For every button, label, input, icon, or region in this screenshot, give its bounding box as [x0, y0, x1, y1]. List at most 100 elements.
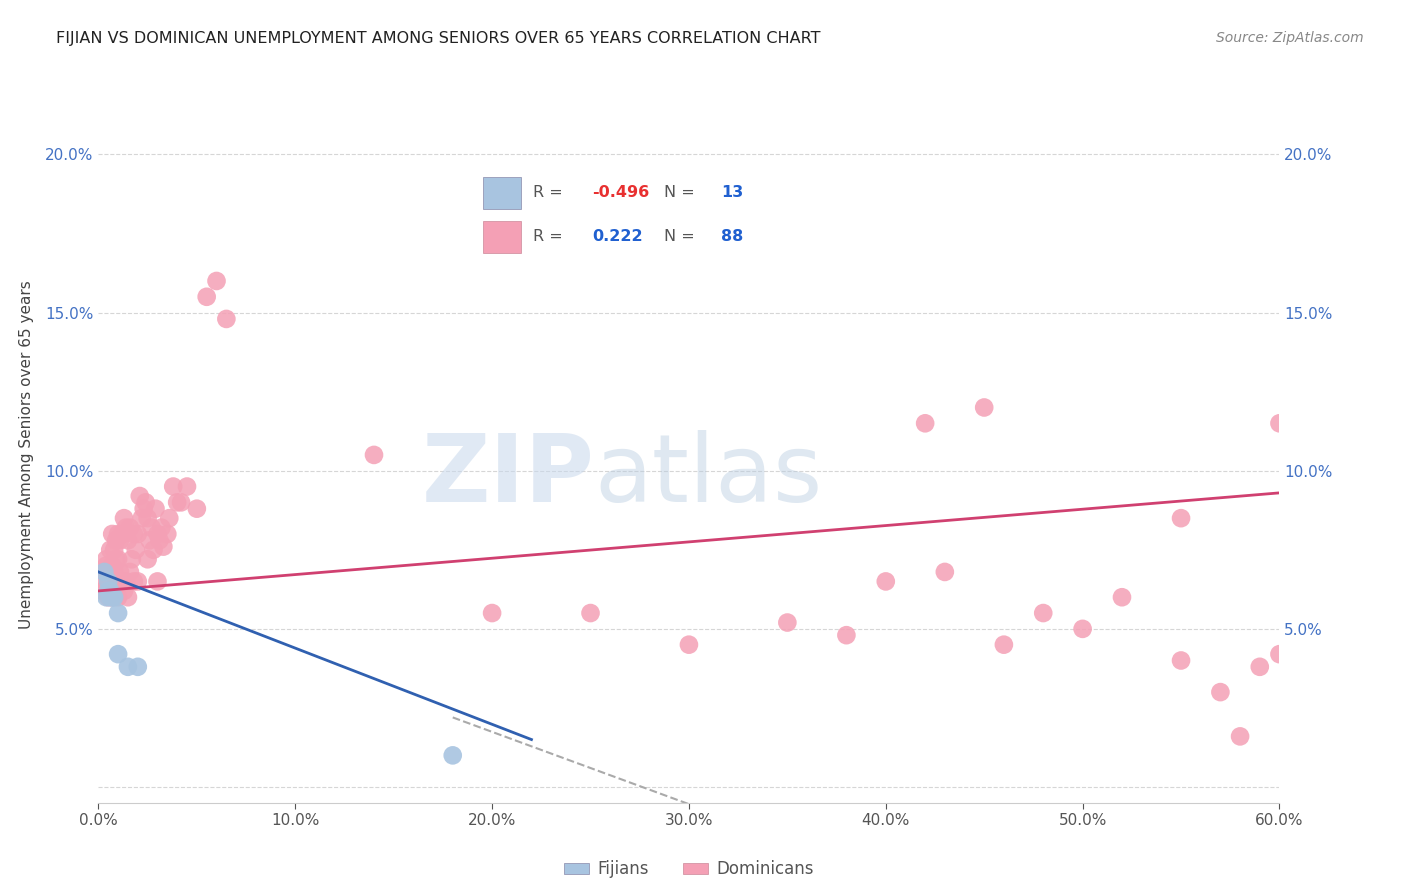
Point	[105, 574, 128, 589]
Point	[105, 583, 128, 598]
Point	[98, 583, 121, 598]
Point	[112, 511, 135, 525]
Point	[111, 574, 134, 589]
Text: ZIP: ZIP	[422, 430, 595, 522]
Point	[835, 628, 858, 642]
Point	[1032, 606, 1054, 620]
Point	[1249, 660, 1271, 674]
Point	[579, 606, 602, 620]
Point	[141, 521, 163, 535]
Point	[96, 552, 118, 566]
Point	[127, 574, 149, 589]
Point	[101, 558, 124, 573]
Point	[156, 527, 179, 541]
Point	[97, 591, 120, 605]
Point	[875, 574, 897, 589]
Point	[136, 511, 159, 525]
Point	[152, 540, 174, 554]
Point	[118, 521, 141, 535]
Point	[363, 448, 385, 462]
Point	[105, 552, 128, 566]
Point	[136, 552, 159, 566]
Point	[115, 521, 138, 535]
Point	[162, 479, 184, 493]
Point	[128, 489, 150, 503]
Text: 0.222: 0.222	[592, 229, 643, 244]
Point	[97, 565, 120, 579]
Point	[973, 401, 995, 415]
Text: Source: ZipAtlas.com: Source: ZipAtlas.com	[1216, 31, 1364, 45]
Point	[146, 574, 169, 589]
Point	[97, 583, 120, 598]
Point	[117, 533, 139, 548]
Point	[131, 511, 153, 525]
Point	[115, 574, 138, 589]
Text: -0.496: -0.496	[592, 185, 650, 200]
Text: 13: 13	[721, 185, 744, 200]
Point	[135, 495, 157, 509]
Point	[98, 542, 121, 557]
Point	[914, 417, 936, 431]
Point	[125, 542, 148, 557]
Point	[117, 660, 139, 674]
Point	[93, 565, 115, 579]
Point	[103, 591, 125, 605]
Point	[1268, 417, 1291, 431]
Point	[98, 583, 121, 598]
Point	[132, 501, 155, 516]
Point	[127, 527, 149, 541]
Text: FIJIAN VS DOMINICAN UNEMPLOYMENT AMONG SENIORS OVER 65 YEARS CORRELATION CHART: FIJIAN VS DOMINICAN UNEMPLOYMENT AMONG S…	[56, 31, 821, 46]
Bar	[484, 221, 520, 252]
Point	[205, 274, 228, 288]
Point	[176, 479, 198, 493]
Point	[142, 542, 165, 557]
Text: N =: N =	[665, 229, 700, 244]
Text: R =: R =	[533, 185, 568, 200]
Point	[122, 527, 145, 541]
Point	[127, 660, 149, 674]
Y-axis label: Unemployment Among Seniors over 65 years: Unemployment Among Seniors over 65 years	[20, 281, 34, 629]
Text: N =: N =	[665, 185, 700, 200]
Point	[97, 574, 120, 589]
Point	[108, 533, 131, 548]
Point	[103, 565, 125, 579]
Point	[1229, 730, 1251, 744]
Point	[1209, 685, 1232, 699]
Point	[166, 495, 188, 509]
Point	[107, 647, 129, 661]
Point	[195, 290, 218, 304]
Point	[107, 527, 129, 541]
Point	[441, 748, 464, 763]
Point	[148, 533, 170, 548]
Point	[96, 558, 118, 573]
Point	[107, 591, 129, 605]
Point	[93, 574, 115, 589]
Text: 88: 88	[721, 229, 744, 244]
Point	[101, 527, 124, 541]
Point	[107, 574, 129, 589]
Point	[93, 565, 115, 579]
Point	[1170, 511, 1192, 525]
Point	[117, 591, 139, 605]
Point	[112, 583, 135, 598]
Point	[776, 615, 799, 630]
Point	[91, 583, 114, 598]
Text: R =: R =	[533, 229, 568, 244]
Point	[150, 521, 173, 535]
Point	[121, 552, 143, 566]
Point	[145, 501, 167, 516]
Point	[934, 565, 956, 579]
Point	[103, 583, 125, 598]
Bar	[484, 177, 520, 209]
Point	[157, 511, 180, 525]
Point	[215, 312, 238, 326]
Point	[1268, 647, 1291, 661]
Point	[96, 591, 118, 605]
Point	[1170, 653, 1192, 667]
Point	[97, 574, 120, 589]
Point	[107, 606, 129, 620]
Point	[993, 638, 1015, 652]
Point	[101, 591, 124, 605]
Point	[101, 591, 124, 605]
Point	[108, 565, 131, 579]
